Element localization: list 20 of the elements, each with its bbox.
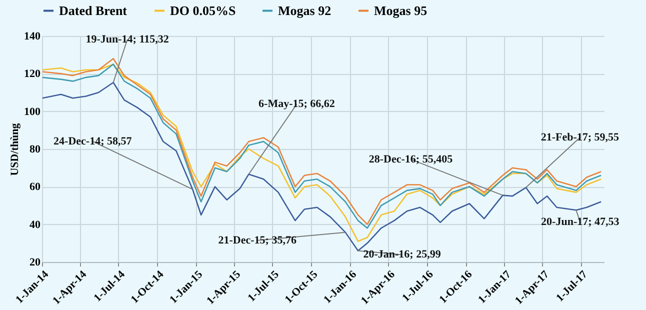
legend-label: Dated Brent	[59, 2, 128, 18]
y-tick-label: 60	[30, 181, 41, 194]
annotation: 21-Feb-17; 59,55	[540, 132, 620, 144]
legend-label: Mogas 95	[374, 2, 428, 18]
annotation: 28-Dec-16; 55,405	[368, 153, 454, 166]
y-axis-title: USD/thùng	[9, 122, 21, 176]
legend-label: Mogas 92	[278, 2, 332, 18]
annotation: 6-May-15; 66,62	[258, 98, 336, 110]
legend-label: DO 0.05%S	[170, 2, 236, 18]
annotation: 19-Jun-14; 115,32	[86, 33, 170, 46]
y-tick-label: 100	[24, 106, 41, 118]
annotation: 20-Jan-16; 25,99	[363, 248, 442, 261]
annotation: 20-Jun-17; 47,53	[541, 216, 620, 228]
y-tick-label: 80	[30, 144, 41, 156]
annotation: 21-Dec-15; 35,76	[218, 234, 297, 246]
annotation: 24-Dec-14; 58,57	[54, 135, 132, 148]
y-tick-label: 20	[30, 256, 41, 268]
y-tick-label: 120	[24, 68, 41, 80]
y-tick-label: 40	[30, 218, 41, 231]
y-tick-label: 140	[24, 30, 41, 42]
